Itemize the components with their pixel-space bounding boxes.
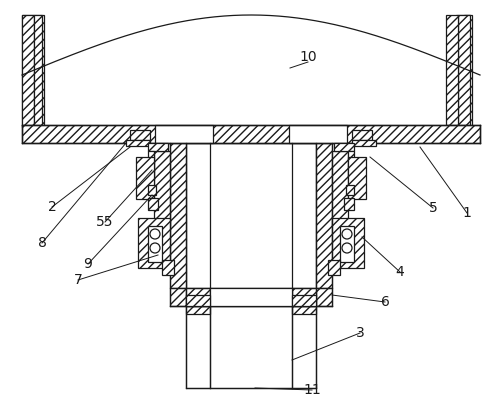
Bar	[148, 185, 156, 195]
Bar	[138, 218, 170, 268]
Bar	[170, 143, 186, 288]
Text: 1: 1	[461, 206, 470, 220]
Bar	[343, 198, 353, 210]
Bar	[186, 143, 315, 288]
Bar	[315, 288, 331, 306]
Bar	[347, 157, 365, 199]
Circle shape	[150, 243, 160, 253]
Bar	[457, 15, 469, 125]
Bar	[339, 226, 353, 262]
Bar	[209, 288, 292, 306]
Bar	[186, 306, 315, 388]
Bar	[136, 157, 154, 199]
Bar	[22, 15, 36, 127]
Bar	[148, 226, 162, 262]
Bar	[162, 260, 174, 275]
Bar	[22, 125, 479, 143]
Text: 9: 9	[83, 257, 92, 271]
Text: 2: 2	[48, 200, 56, 214]
Bar	[351, 140, 375, 146]
Bar	[126, 140, 150, 146]
Bar	[186, 295, 315, 306]
Bar	[463, 15, 471, 127]
Bar	[148, 151, 154, 179]
Bar	[155, 125, 212, 143]
Bar	[186, 295, 209, 306]
Bar	[315, 143, 331, 288]
Bar	[455, 15, 469, 127]
Text: 6: 6	[380, 295, 389, 309]
Bar	[331, 218, 363, 268]
Text: 4: 4	[395, 265, 404, 279]
Bar	[170, 288, 186, 306]
Text: 3: 3	[355, 326, 364, 340]
Bar	[22, 15, 34, 125]
Bar	[186, 306, 209, 314]
Bar	[186, 288, 209, 306]
Text: 55: 55	[96, 215, 114, 229]
Bar	[289, 125, 346, 143]
Text: 8: 8	[38, 236, 47, 250]
Circle shape	[341, 243, 351, 253]
Circle shape	[150, 229, 160, 239]
Bar	[333, 143, 353, 151]
Bar	[34, 15, 42, 125]
Text: 7: 7	[74, 273, 82, 287]
Text: 10: 10	[299, 50, 316, 64]
Bar	[130, 130, 150, 140]
Bar	[292, 288, 315, 306]
Bar	[154, 151, 170, 226]
Text: 5: 5	[428, 201, 436, 215]
Bar	[351, 130, 371, 140]
Bar	[292, 306, 315, 314]
Bar	[292, 295, 315, 306]
Bar	[347, 151, 353, 179]
Bar	[445, 15, 457, 125]
Bar	[148, 198, 158, 210]
Text: 11: 11	[303, 383, 320, 397]
Bar	[345, 185, 353, 195]
Circle shape	[341, 229, 351, 239]
Bar	[148, 143, 168, 151]
Bar	[36, 15, 44, 127]
Bar	[331, 151, 347, 226]
Bar	[327, 260, 339, 275]
